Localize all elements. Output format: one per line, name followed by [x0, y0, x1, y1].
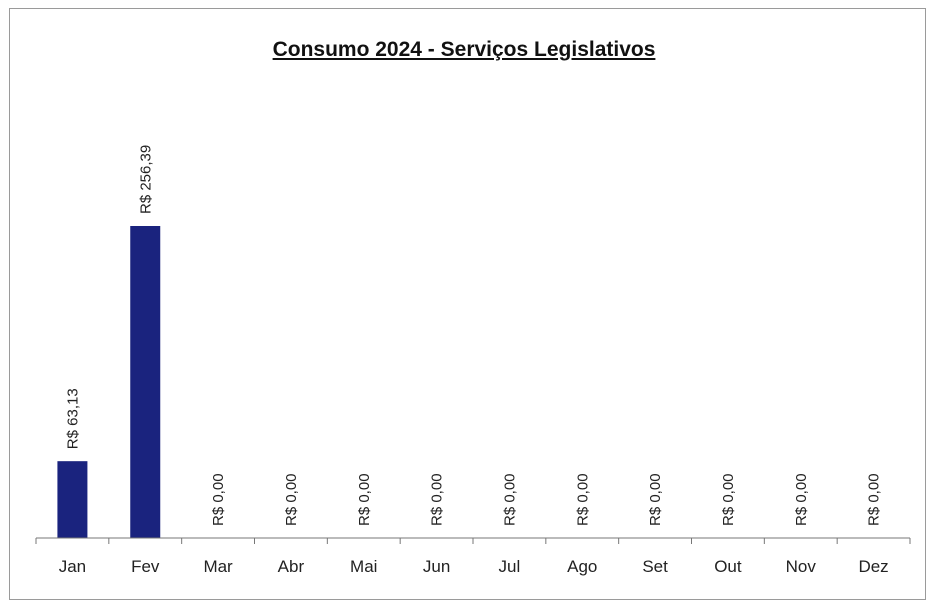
x-tick-label: Jun — [423, 557, 450, 576]
data-label: R$ 0,00 — [574, 473, 591, 526]
chart-frame — [9, 8, 926, 600]
data-label: R$ 63,13 — [64, 388, 81, 449]
x-tick-label: Out — [714, 557, 742, 576]
x-tick-label: Fev — [131, 557, 160, 576]
x-tick-label: Dez — [858, 557, 888, 576]
data-label: R$ 0,00 — [429, 473, 446, 526]
bars-group — [57, 226, 161, 538]
bar-jan — [57, 461, 88, 538]
chart-title: Consumo 2024 - Serviços Legislativos — [272, 38, 656, 61]
x-tick-label: Jul — [499, 557, 521, 576]
x-axis: Jan Fev Mar Abr Mai Jun Jul Ago Set Out Nov Dez — [35, 537, 911, 576]
data-label: R$ 0,00 — [501, 473, 518, 526]
x-tick-label: Ago — [567, 557, 597, 576]
data-label: R$ 0,00 — [356, 473, 373, 526]
data-label: R$ 0,00 — [793, 473, 810, 526]
x-tick-label: Nov — [786, 557, 817, 576]
x-tick-label: Mai — [350, 557, 377, 576]
data-label: R$ 0,00 — [210, 473, 227, 526]
bar-fev — [130, 226, 161, 538]
x-tick-label: Mar — [203, 557, 233, 576]
data-label: R$ 256,39 — [137, 145, 154, 214]
data-label: R$ 0,00 — [647, 473, 664, 526]
data-labels-group: R$ 63,13 R$ 256,39 R$ 0,00 R$ 0,00 R$ 0,00 R$… — [64, 145, 882, 526]
x-tick-label: Set — [642, 557, 668, 576]
x-tick-label: Abr — [278, 557, 305, 576]
data-label: R$ 0,00 — [283, 473, 300, 526]
data-label: R$ 0,00 — [720, 473, 737, 526]
data-label: R$ 0,00 — [866, 473, 883, 526]
x-tick-label: Jan — [59, 557, 86, 576]
